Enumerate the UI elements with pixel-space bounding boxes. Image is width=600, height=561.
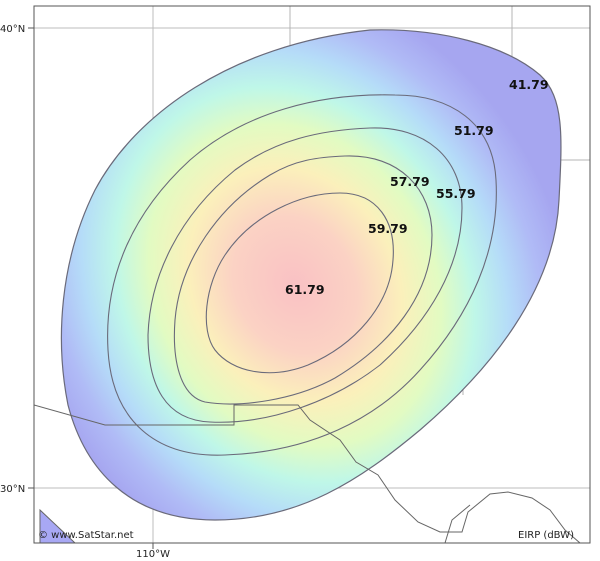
lat-label-40n: 40°N xyxy=(0,24,25,35)
contour-label-55.79: 55.79 xyxy=(436,186,476,201)
contour-lines xyxy=(107,94,497,456)
contour-51.79 xyxy=(107,94,497,456)
contour-59.79 xyxy=(205,192,394,374)
gulf-coast xyxy=(444,504,471,543)
coverage-area xyxy=(60,29,562,521)
contour-label-51.79: 51.79 xyxy=(454,123,494,138)
lat-label-30n: 30°N xyxy=(0,484,25,495)
legend-unit: EIRP (dBW) xyxy=(518,530,574,541)
contour-label-61.79: 61.79 xyxy=(285,282,325,297)
contour-label-41.79: 41.79 xyxy=(509,77,549,92)
lon-label-110w: 110°W xyxy=(136,549,170,560)
copyright-text: © www.SatStar.net xyxy=(38,530,134,541)
contour-57.79 xyxy=(173,155,433,405)
border-lines xyxy=(34,404,581,543)
contour-label-59.79: 59.79 xyxy=(368,221,408,236)
us-mexico-border xyxy=(34,404,581,543)
baja-coast xyxy=(39,508,76,543)
contour-labels: 41.79 51.79 57.79 55.79 59.79 61.79 xyxy=(285,77,549,297)
contour-label-57.79: 57.79 xyxy=(390,174,430,189)
contour-55.79 xyxy=(147,127,463,423)
